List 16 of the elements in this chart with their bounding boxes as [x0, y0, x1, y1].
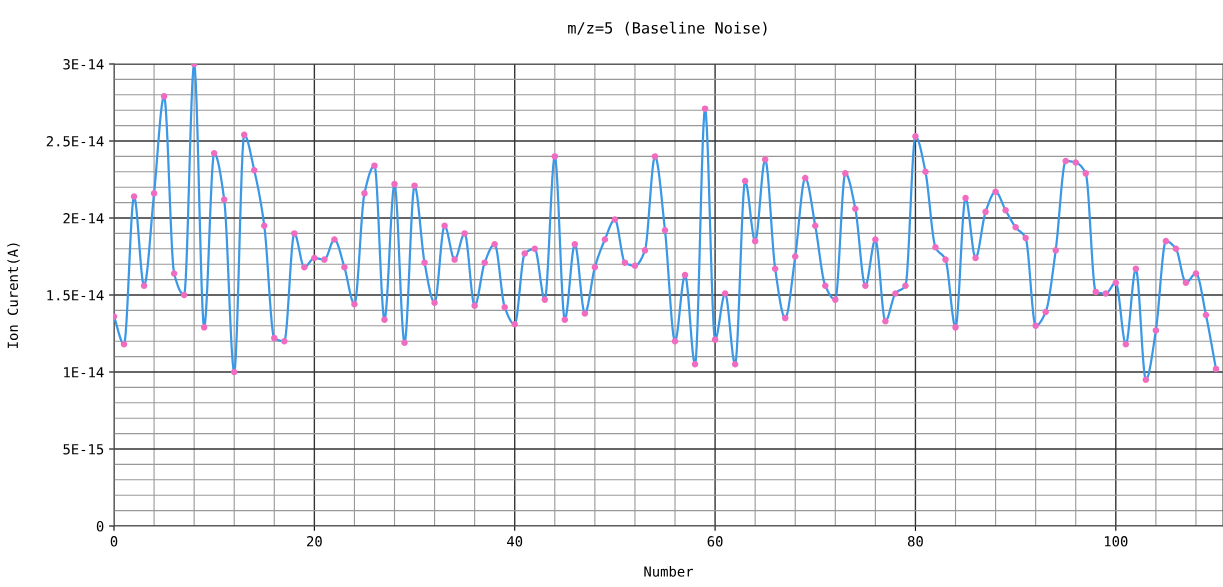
- y-axis-title: Ion Curent(A): [7, 243, 20, 348]
- y-tick-label: 1E-14: [64, 367, 104, 378]
- x-tick-label: 80: [907, 536, 923, 547]
- y-tick-label: 0: [96, 521, 104, 532]
- x-tick-label: 100: [1104, 536, 1128, 547]
- chart-title: m/z=5 (Baseline Noise): [568, 21, 767, 36]
- x-tick-label: 20: [307, 536, 322, 547]
- y-tick-label: 2E-14: [63, 213, 104, 224]
- x-axis-title: Number: [644, 565, 694, 577]
- y-tick-label: 5E-15: [63, 444, 104, 455]
- y-tick-label: 1.5E-14: [47, 290, 104, 301]
- x-tick-label: 0: [110, 536, 118, 547]
- y-tick-label: 3E-14: [63, 59, 104, 70]
- x-tick-label: 60: [707, 536, 723, 547]
- x-tick-label: 40: [507, 536, 523, 547]
- y-tick-label: 2.5E-14: [46, 136, 104, 147]
